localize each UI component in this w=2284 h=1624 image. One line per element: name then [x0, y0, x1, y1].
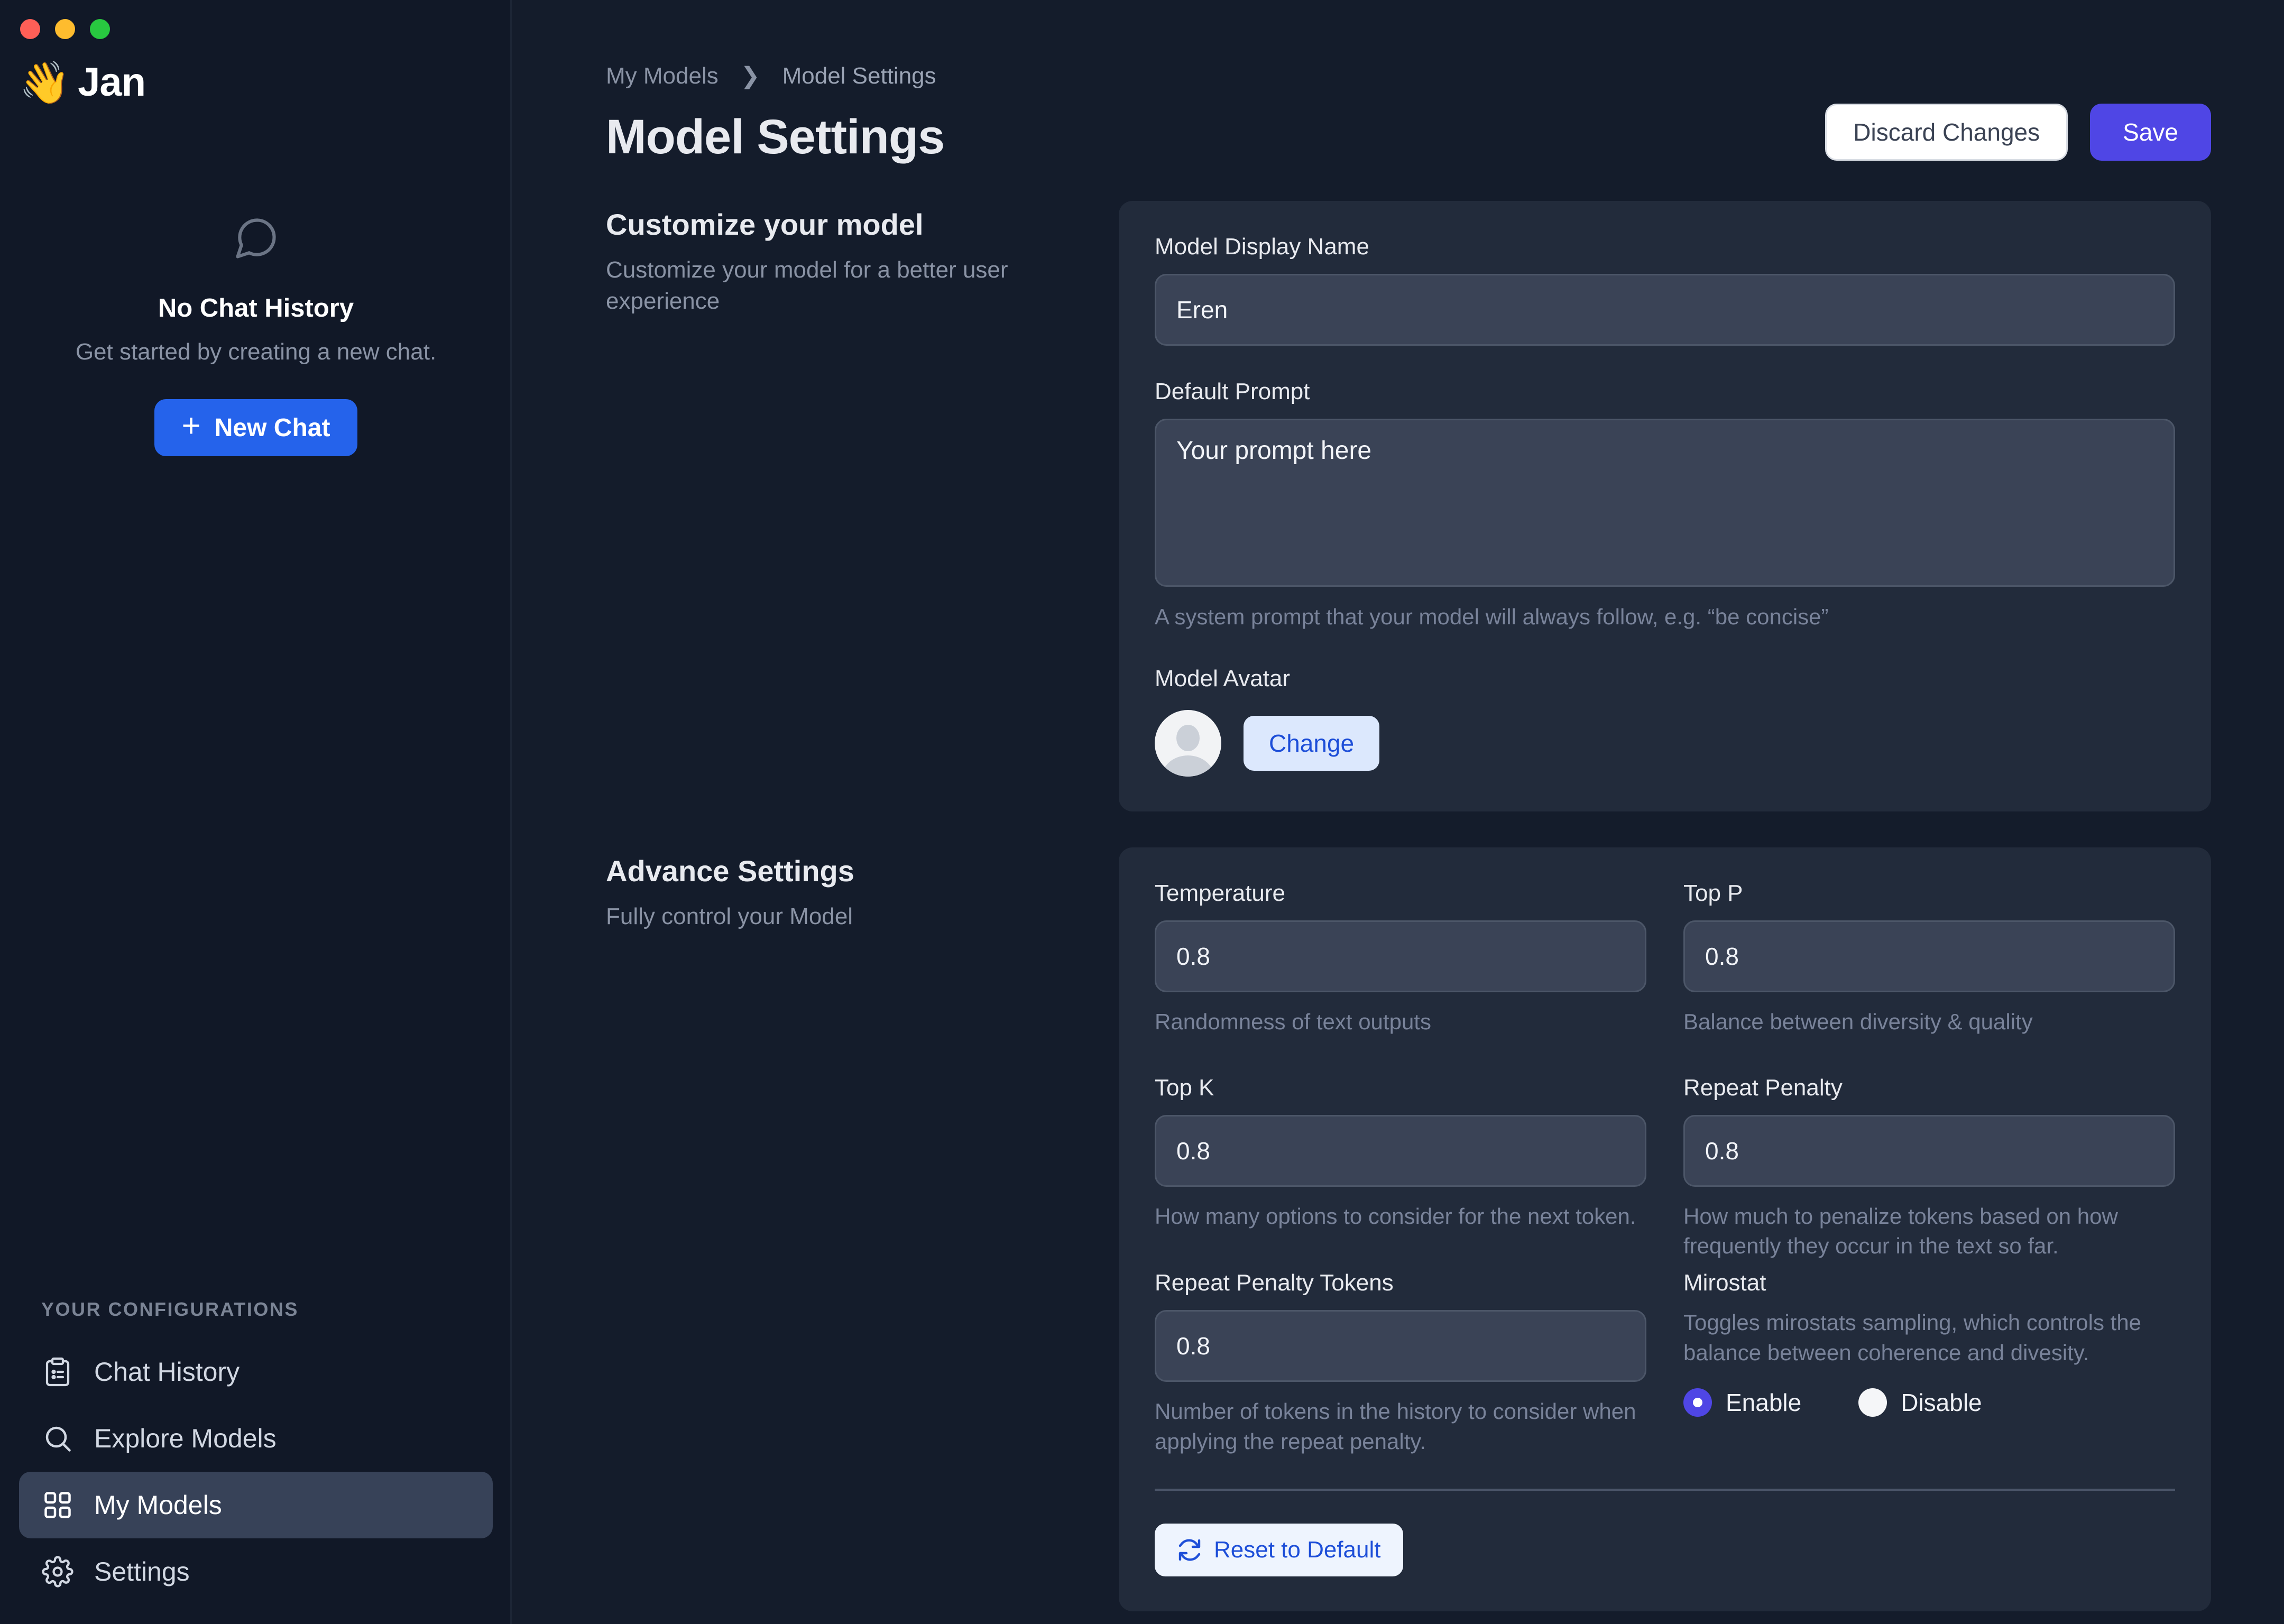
- sidebar-item-chat-history[interactable]: Chat History: [19, 1339, 493, 1405]
- change-avatar-button[interactable]: Change: [1244, 715, 1380, 771]
- model-avatar-row: Change: [1155, 709, 2175, 777]
- param-label: Repeat Penalty: [1683, 1074, 1843, 1101]
- refresh-icon: [1177, 1537, 1202, 1563]
- param-label: Temperature: [1155, 880, 1286, 906]
- clipboard-list-icon: [41, 1355, 74, 1388]
- card-divider: [1155, 1488, 2175, 1491]
- app-brand: 👋 Jan: [0, 39, 510, 105]
- page-title: Model Settings: [606, 110, 945, 164]
- customize-section-subtitle: Customize your model for a better user e…: [606, 257, 1008, 315]
- param-top-p: Top P Balance between diversity & qualit…: [1683, 880, 2175, 1075]
- repeat-penalty-tokens-input[interactable]: [1155, 1310, 1646, 1382]
- radio-label: Enable: [1726, 1388, 1802, 1416]
- customize-section-info: Customize your model Customize your mode…: [606, 201, 1071, 317]
- advance-settings-card: Temperature Randomness of text outputs T…: [1119, 847, 2211, 1611]
- close-window-button[interactable]: [20, 19, 40, 39]
- sidebar-item-label: Explore Models: [94, 1424, 277, 1453]
- new-chat-button-label: New Chat: [214, 413, 330, 442]
- advance-section-info: Advance Settings Fully control your Mode…: [606, 847, 1071, 932]
- sidebar-item-label: Settings: [94, 1557, 190, 1586]
- mirostat-label: Mirostat: [1683, 1270, 1766, 1296]
- mirostat-radio-group: Enable Disable: [1683, 1388, 2175, 1417]
- grid-squares-icon: [41, 1489, 74, 1521]
- main-content: My Models ❯ Model Settings Model Setting…: [512, 0, 2284, 1624]
- breadcrumb-parent-link[interactable]: My Models: [606, 62, 719, 89]
- reset-to-default-button[interactable]: Reset to Default: [1155, 1523, 1403, 1576]
- radio-selected-icon[interactable]: [1683, 1388, 1712, 1417]
- model-display-name-input[interactable]: [1155, 274, 2175, 346]
- new-chat-button[interactable]: + New Chat: [154, 399, 358, 456]
- discard-changes-button[interactable]: Discard Changes: [1825, 104, 2068, 161]
- param-label: Top P: [1683, 880, 1743, 906]
- temperature-input[interactable]: [1155, 920, 1646, 992]
- customize-section-title: Customize your model: [606, 208, 924, 241]
- waving-hand-icon: 👋: [19, 59, 71, 106]
- sidebar-item-label: Chat History: [94, 1357, 240, 1387]
- search-icon: [41, 1422, 74, 1455]
- empty-state-title: No Chat History: [158, 294, 354, 322]
- sidebar-navigation: YOUR CONFIGURATIONS Chat History: [0, 1298, 512, 1624]
- sidebar-section-header: YOUR CONFIGURATIONS: [41, 1298, 299, 1320]
- minimize-window-button[interactable]: [55, 19, 75, 39]
- default-prompt-help: A system prompt that your model will alw…: [1155, 604, 1829, 629]
- default-prompt-label: Default Prompt: [1155, 379, 1310, 404]
- param-help: Randomness of text outputs: [1155, 1009, 1431, 1034]
- reset-to-default-label: Reset to Default: [1214, 1536, 1381, 1563]
- chevron-right-icon: ❯: [740, 63, 760, 89]
- param-mirostat: Mirostat Toggles mirostats sampling, whi…: [1683, 1270, 2175, 1465]
- customize-model-card: Model Display Name Default Prompt Your p…: [1119, 201, 2211, 811]
- sidebar-item-my-models[interactable]: My Models: [19, 1472, 493, 1538]
- chat-history-empty-state: No Chat History Get started by creating …: [0, 214, 512, 456]
- breadcrumb: My Models ❯ Model Settings: [606, 62, 2211, 89]
- breadcrumb-current: Model Settings: [782, 62, 936, 89]
- default-prompt-textarea[interactable]: Your prompt here: [1155, 419, 2175, 587]
- default-prompt-field: Default Prompt Your prompt here A system…: [1155, 379, 2175, 633]
- top-p-input[interactable]: [1683, 920, 2175, 992]
- param-help: How many options to consider for the nex…: [1155, 1203, 1636, 1229]
- param-top-k: Top K How many options to consider for t…: [1155, 1075, 1646, 1270]
- maximize-window-button[interactable]: [90, 19, 110, 39]
- radio-unselected-icon[interactable]: [1858, 1388, 1887, 1417]
- empty-state-subtitle: Get started by creating a new chat.: [75, 339, 437, 365]
- model-display-name-field: Model Display Name: [1155, 234, 2175, 346]
- chat-bubble-icon: [232, 214, 280, 263]
- sidebar-item-label: My Models: [94, 1490, 222, 1520]
- param-help: Number of tokens in the history to consi…: [1155, 1399, 1636, 1454]
- param-help: Balance between diversity & quality: [1683, 1009, 2033, 1034]
- sidebar-item-explore-models[interactable]: Explore Models: [19, 1405, 493, 1472]
- header-actions: Discard Changes Save: [1825, 104, 2211, 161]
- radio-label: Disable: [1901, 1388, 1982, 1416]
- mirostat-disable-option[interactable]: Disable: [1858, 1388, 1982, 1417]
- save-button[interactable]: Save: [2090, 104, 2211, 161]
- mirostat-enable-option[interactable]: Enable: [1683, 1388, 1801, 1417]
- advance-params-grid: Temperature Randomness of text outputs T…: [1155, 880, 2175, 1465]
- model-avatar-field: Model Avatar Change: [1155, 666, 2175, 777]
- advance-section-subtitle: Fully control your Model: [606, 903, 853, 929]
- window-traffic-lights: [0, 0, 510, 39]
- param-label: Repeat Penalty Tokens: [1155, 1270, 1394, 1296]
- param-repeat-penalty-tokens: Repeat Penalty Tokens Number of tokens i…: [1155, 1270, 1646, 1465]
- sidebar-item-settings[interactable]: Settings: [19, 1538, 493, 1605]
- gear-icon: [41, 1555, 74, 1588]
- app-title: Jan: [78, 60, 146, 105]
- plus-icon: +: [181, 408, 201, 444]
- customize-model-section: Customize your model Customize your mode…: [606, 201, 2211, 811]
- advance-section-title: Advance Settings: [606, 854, 854, 888]
- user-avatar-icon: [1155, 709, 1221, 777]
- param-temperature: Temperature Randomness of text outputs: [1155, 880, 1646, 1075]
- advance-settings-section: Advance Settings Fully control your Mode…: [606, 847, 2211, 1611]
- top-k-input[interactable]: [1155, 1114, 1646, 1187]
- mirostat-description: Toggles mirostats sampling, which contro…: [1683, 1310, 2142, 1365]
- sidebar: 👋 Jan No Chat History Get started by cre…: [0, 0, 512, 1624]
- param-help: How much to penalize tokens based on how…: [1683, 1203, 2118, 1259]
- repeat-penalty-input[interactable]: [1683, 1114, 2175, 1187]
- param-label: Top K: [1155, 1074, 1214, 1101]
- param-repeat-penalty: Repeat Penalty How much to penalize toke…: [1683, 1075, 2175, 1270]
- model-display-name-label: Model Display Name: [1155, 234, 1369, 260]
- model-avatar-label: Model Avatar: [1155, 665, 1291, 691]
